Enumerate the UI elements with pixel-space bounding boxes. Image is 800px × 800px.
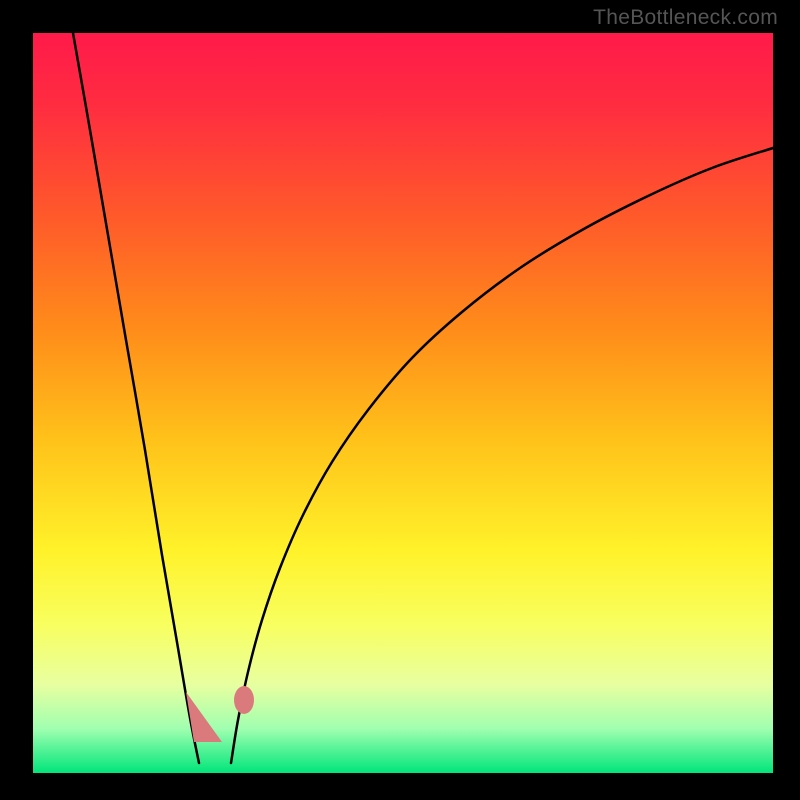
bottleneck-chart: TheBottleneck.com <box>0 0 800 800</box>
l-shape-marker <box>186 692 222 742</box>
dot-marker <box>234 686 254 714</box>
right-curve <box>231 148 773 763</box>
plot-svg <box>0 0 800 800</box>
left-curve <box>73 33 199 763</box>
